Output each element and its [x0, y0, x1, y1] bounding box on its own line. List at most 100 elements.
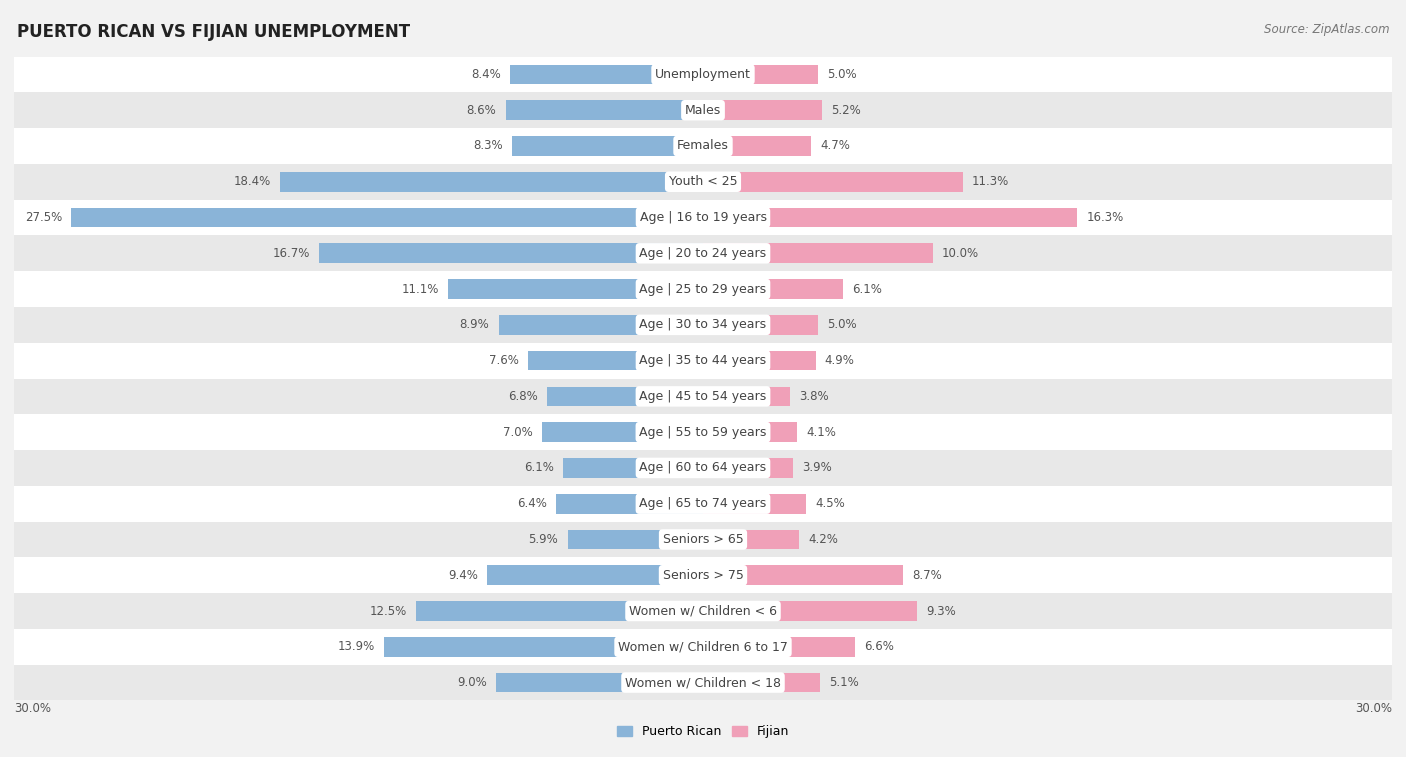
- Text: Age | 60 to 64 years: Age | 60 to 64 years: [640, 462, 766, 475]
- Text: 6.1%: 6.1%: [852, 282, 882, 295]
- Text: Females: Females: [678, 139, 728, 152]
- Text: Males: Males: [685, 104, 721, 117]
- Bar: [703, 637, 855, 656]
- Bar: [703, 101, 823, 120]
- Bar: [555, 494, 703, 513]
- Text: 18.4%: 18.4%: [233, 176, 271, 188]
- Text: 6.6%: 6.6%: [863, 640, 894, 653]
- Text: Women w/ Children < 6: Women w/ Children < 6: [628, 605, 778, 618]
- Text: 30.0%: 30.0%: [14, 702, 51, 715]
- Text: Unemployment: Unemployment: [655, 68, 751, 81]
- Bar: [14, 486, 1392, 522]
- Bar: [568, 530, 703, 550]
- Bar: [703, 530, 800, 550]
- Bar: [512, 136, 703, 156]
- Bar: [703, 601, 917, 621]
- Bar: [547, 387, 703, 407]
- Text: 6.4%: 6.4%: [517, 497, 547, 510]
- Text: 16.3%: 16.3%: [1087, 211, 1123, 224]
- Text: Age | 35 to 44 years: Age | 35 to 44 years: [640, 354, 766, 367]
- Text: Source: ZipAtlas.com: Source: ZipAtlas.com: [1264, 23, 1389, 36]
- Text: Women w/ Children 6 to 17: Women w/ Children 6 to 17: [619, 640, 787, 653]
- Bar: [319, 244, 703, 263]
- Bar: [506, 101, 703, 120]
- Text: 5.9%: 5.9%: [529, 533, 558, 546]
- Bar: [416, 601, 703, 621]
- Text: 8.6%: 8.6%: [467, 104, 496, 117]
- Text: 10.0%: 10.0%: [942, 247, 979, 260]
- Text: Age | 65 to 74 years: Age | 65 to 74 years: [640, 497, 766, 510]
- Text: 9.4%: 9.4%: [449, 569, 478, 581]
- Text: 4.5%: 4.5%: [815, 497, 845, 510]
- Bar: [14, 307, 1392, 343]
- Text: 7.0%: 7.0%: [503, 425, 533, 438]
- Bar: [703, 244, 932, 263]
- Text: Women w/ Children < 18: Women w/ Children < 18: [626, 676, 780, 689]
- Text: 5.0%: 5.0%: [827, 68, 856, 81]
- Text: 16.7%: 16.7%: [273, 247, 311, 260]
- Text: PUERTO RICAN VS FIJIAN UNEMPLOYMENT: PUERTO RICAN VS FIJIAN UNEMPLOYMENT: [17, 23, 411, 41]
- Bar: [529, 350, 703, 370]
- Text: 8.3%: 8.3%: [474, 139, 503, 152]
- Bar: [703, 172, 963, 192]
- Bar: [703, 315, 818, 335]
- Text: Age | 45 to 54 years: Age | 45 to 54 years: [640, 390, 766, 403]
- Bar: [14, 450, 1392, 486]
- Text: Youth < 25: Youth < 25: [669, 176, 737, 188]
- Text: 3.9%: 3.9%: [801, 462, 831, 475]
- Bar: [703, 387, 790, 407]
- Bar: [562, 458, 703, 478]
- Text: Seniors > 75: Seniors > 75: [662, 569, 744, 581]
- Bar: [14, 343, 1392, 378]
- Text: Age | 16 to 19 years: Age | 16 to 19 years: [640, 211, 766, 224]
- Bar: [280, 172, 703, 192]
- Bar: [14, 557, 1392, 593]
- Text: 9.0%: 9.0%: [457, 676, 486, 689]
- Text: 12.5%: 12.5%: [370, 605, 406, 618]
- Bar: [14, 271, 1392, 307]
- Text: 4.9%: 4.9%: [825, 354, 855, 367]
- Bar: [14, 164, 1392, 200]
- Text: Age | 20 to 24 years: Age | 20 to 24 years: [640, 247, 766, 260]
- Bar: [510, 64, 703, 84]
- Bar: [14, 665, 1392, 700]
- Text: 4.1%: 4.1%: [807, 425, 837, 438]
- Text: Age | 25 to 29 years: Age | 25 to 29 years: [640, 282, 766, 295]
- Text: Seniors > 65: Seniors > 65: [662, 533, 744, 546]
- Text: 9.3%: 9.3%: [925, 605, 956, 618]
- Text: 13.9%: 13.9%: [337, 640, 374, 653]
- Text: 8.4%: 8.4%: [471, 68, 501, 81]
- Text: 11.1%: 11.1%: [402, 282, 439, 295]
- Bar: [703, 64, 818, 84]
- Bar: [14, 128, 1392, 164]
- Bar: [14, 92, 1392, 128]
- Bar: [384, 637, 703, 656]
- Bar: [703, 350, 815, 370]
- Text: 5.0%: 5.0%: [827, 319, 856, 332]
- Text: 5.2%: 5.2%: [831, 104, 862, 117]
- Bar: [14, 200, 1392, 235]
- Text: 7.6%: 7.6%: [489, 354, 519, 367]
- Text: 5.1%: 5.1%: [830, 676, 859, 689]
- Bar: [14, 522, 1392, 557]
- Text: 8.7%: 8.7%: [912, 569, 942, 581]
- Bar: [703, 207, 1077, 227]
- Bar: [703, 458, 793, 478]
- Bar: [449, 279, 703, 299]
- Text: 27.5%: 27.5%: [25, 211, 62, 224]
- Bar: [703, 494, 807, 513]
- Bar: [543, 422, 703, 442]
- Bar: [14, 57, 1392, 92]
- Bar: [703, 136, 811, 156]
- Bar: [496, 673, 703, 693]
- Bar: [14, 593, 1392, 629]
- Bar: [499, 315, 703, 335]
- Text: Age | 55 to 59 years: Age | 55 to 59 years: [640, 425, 766, 438]
- Bar: [703, 673, 820, 693]
- Bar: [14, 235, 1392, 271]
- Bar: [72, 207, 703, 227]
- Text: Age | 30 to 34 years: Age | 30 to 34 years: [640, 319, 766, 332]
- Text: 3.8%: 3.8%: [800, 390, 830, 403]
- Text: 30.0%: 30.0%: [1355, 702, 1392, 715]
- Text: 6.8%: 6.8%: [508, 390, 537, 403]
